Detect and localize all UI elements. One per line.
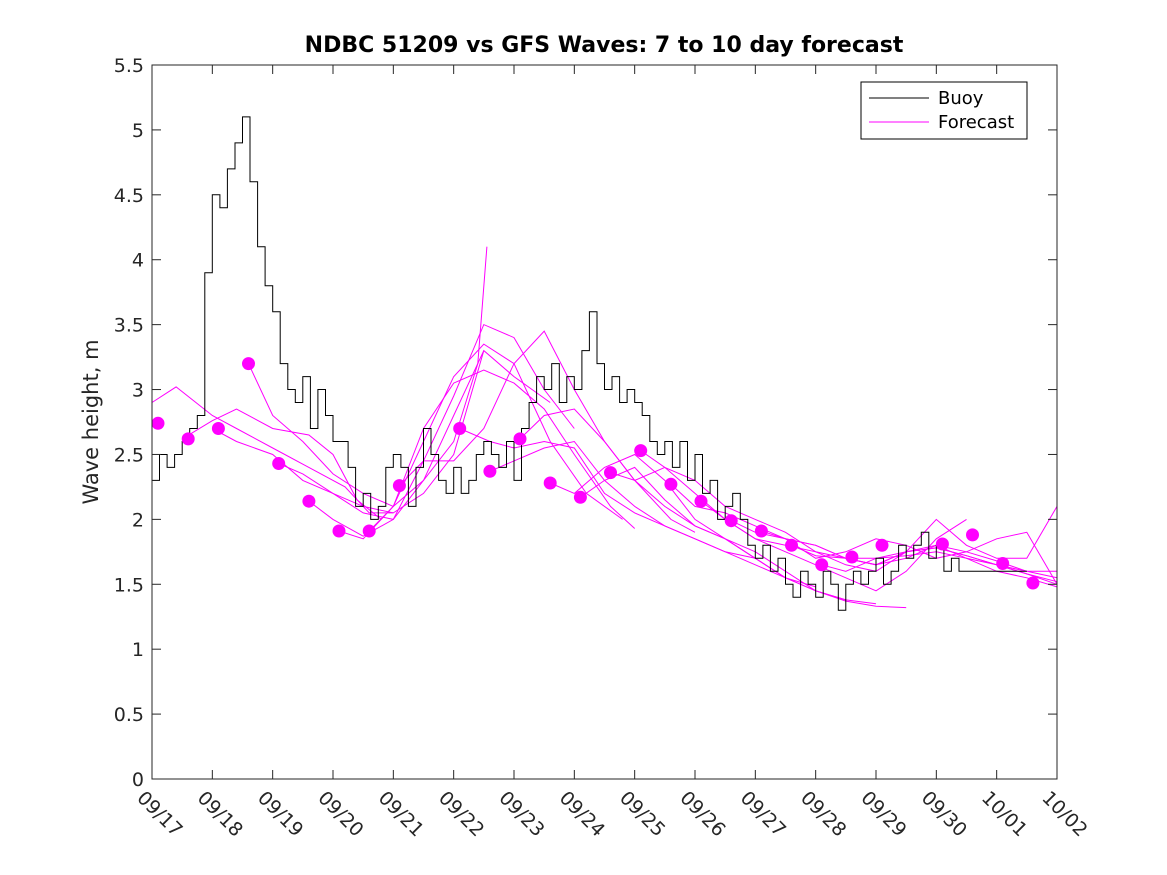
y-tick-label-1: 0.5: [114, 704, 144, 726]
forecast-line-20: [791, 544, 1058, 588]
y-tick-label-0: 0: [132, 769, 144, 791]
forecast-marker-4: [272, 457, 286, 470]
forecast-marker-23: [875, 538, 889, 552]
y-tick-label-9: 4.5: [114, 185, 144, 207]
forecast-marker-0: [151, 416, 165, 430]
forecast-marker-25: [966, 528, 979, 542]
y-tick-label-2: 1: [132, 639, 144, 661]
y-tick-label-11: 5.5: [114, 55, 144, 77]
forecast-marker-22: [845, 550, 859, 564]
forecast-marker-14: [604, 466, 617, 480]
forecast-marker-26: [996, 557, 1010, 570]
plot-area: [152, 65, 1057, 779]
forecast-marker-20: [785, 538, 798, 552]
forecast-marker-11: [513, 432, 527, 446]
y-axis-label: Wave height, m: [79, 339, 103, 504]
forecast-marker-12: [543, 476, 557, 490]
forecast-marker-7: [362, 524, 376, 538]
legend-forecast-label: Forecast: [938, 112, 1014, 133]
forecast-line-0: [151, 386, 394, 514]
forecast-marker-8: [392, 479, 406, 493]
legend-buoy-label: Buoy: [938, 88, 984, 109]
forecast-marker-24: [935, 537, 949, 551]
forecast-marker-1: [181, 432, 195, 446]
axes-box: [151, 64, 1058, 780]
forecast-marker-10: [483, 464, 497, 478]
forecast-line-8: [399, 330, 696, 533]
forecast-marker-21: [815, 558, 829, 572]
y-tick-label-6: 3: [132, 380, 144, 402]
legend: Buoy Forecast: [860, 81, 1028, 140]
forecast-marker-16: [664, 477, 678, 491]
y-tick-label-4: 2: [132, 509, 144, 531]
y-tick-label-8: 4: [132, 250, 144, 272]
forecast-line-3: [248, 246, 488, 507]
forecast-marker-17: [694, 494, 708, 508]
forecast-line-5: [308, 323, 575, 537]
legend-box: [860, 81, 1028, 140]
forecast-line-10: [489, 440, 816, 588]
forecast-marker-18: [724, 514, 738, 528]
forecast-marker-6: [332, 524, 346, 538]
forecast-marker-19: [754, 524, 768, 538]
chart-title: NDBC 51209 vs GFS Waves: 7 to 10 day for…: [305, 33, 904, 58]
forecast-marker-13: [573, 490, 587, 504]
forecast-line-6: [338, 343, 623, 540]
forecast-marker-9: [453, 422, 467, 435]
series-layer: [151, 116, 1058, 611]
forecast-marker-2: [211, 422, 225, 435]
y-tick-label-7: 3.5: [114, 315, 144, 337]
y-tick-label-10: 5: [132, 120, 144, 142]
forecast-line-13: [580, 466, 907, 609]
forecast-marker-3: [242, 357, 255, 371]
forecast-marker-5: [302, 494, 316, 508]
y-tick-label-3: 1.5: [114, 574, 144, 596]
forecast-marker-15: [634, 444, 648, 458]
buoy-line: [152, 116, 1027, 611]
forecast-marker-27: [1026, 576, 1040, 590]
y-tick-label-5: 2.5: [114, 444, 144, 466]
